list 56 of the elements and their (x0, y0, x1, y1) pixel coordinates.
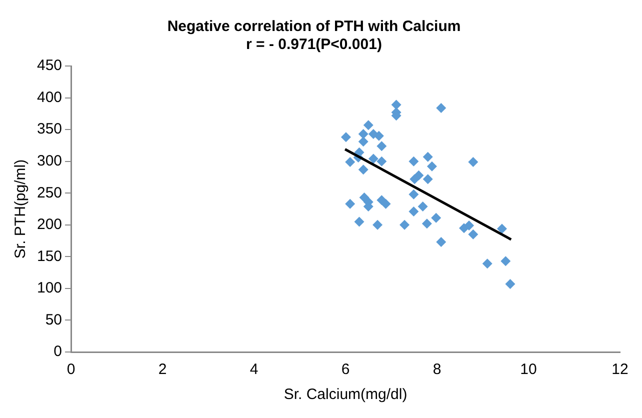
point (468, 156, 478, 167)
x-tick-label: 2 (158, 361, 167, 378)
x-tick-label: 0 (66, 361, 76, 378)
point (345, 198, 356, 209)
point (418, 201, 428, 212)
point (345, 156, 356, 167)
point (496, 224, 507, 234)
y-tick-label: 100 (36, 280, 62, 297)
point (358, 136, 368, 147)
point (468, 229, 478, 240)
point (380, 198, 391, 209)
point (464, 220, 474, 231)
point (426, 161, 437, 172)
point (340, 132, 351, 142)
y-tick-label: 50 (45, 311, 62, 328)
y-tick-label: 400 (36, 88, 62, 106)
point (376, 141, 387, 152)
y-tick-label: 450 (36, 57, 62, 74)
point (505, 278, 516, 289)
x-tick-label: 4 (250, 361, 258, 378)
point (482, 258, 492, 269)
x-tick-label: 8 (432, 361, 442, 378)
x-axis-title: Sr. Calcium(mg/dl) (284, 386, 408, 404)
x-tick-label: 6 (341, 361, 350, 378)
point (372, 220, 383, 230)
y-tick-label: 300 (36, 152, 62, 170)
y-tick-label: 350 (36, 120, 62, 138)
y-tick-label: 150 (36, 248, 62, 265)
point (408, 189, 419, 200)
y-tick-label: 250 (36, 184, 62, 202)
point (374, 130, 384, 141)
point (408, 206, 419, 217)
point (422, 174, 433, 184)
point (363, 120, 374, 130)
point (358, 129, 368, 140)
point (400, 220, 410, 230)
y-tick-label: 0 (54, 343, 62, 360)
point (368, 154, 378, 164)
point (354, 216, 364, 227)
point (376, 156, 387, 166)
y-tick-label: 200 (36, 216, 62, 234)
point (436, 102, 446, 113)
point (410, 174, 420, 184)
chart-title: Negative correlation of PTH with Calcium (167, 18, 461, 36)
point (358, 164, 368, 175)
point (431, 212, 442, 223)
x-tick-label: 10 (520, 361, 537, 378)
point (422, 152, 433, 162)
point (500, 256, 511, 266)
y-axis-title: Sr. PTH(pg/ml) (12, 159, 30, 259)
point (436, 237, 446, 248)
chart-subtitle: r = - 0.971(P<0.001) (246, 36, 382, 54)
point (408, 156, 419, 166)
point (422, 218, 432, 229)
x-tick-label: 12 (612, 361, 628, 378)
point (391, 100, 402, 110)
